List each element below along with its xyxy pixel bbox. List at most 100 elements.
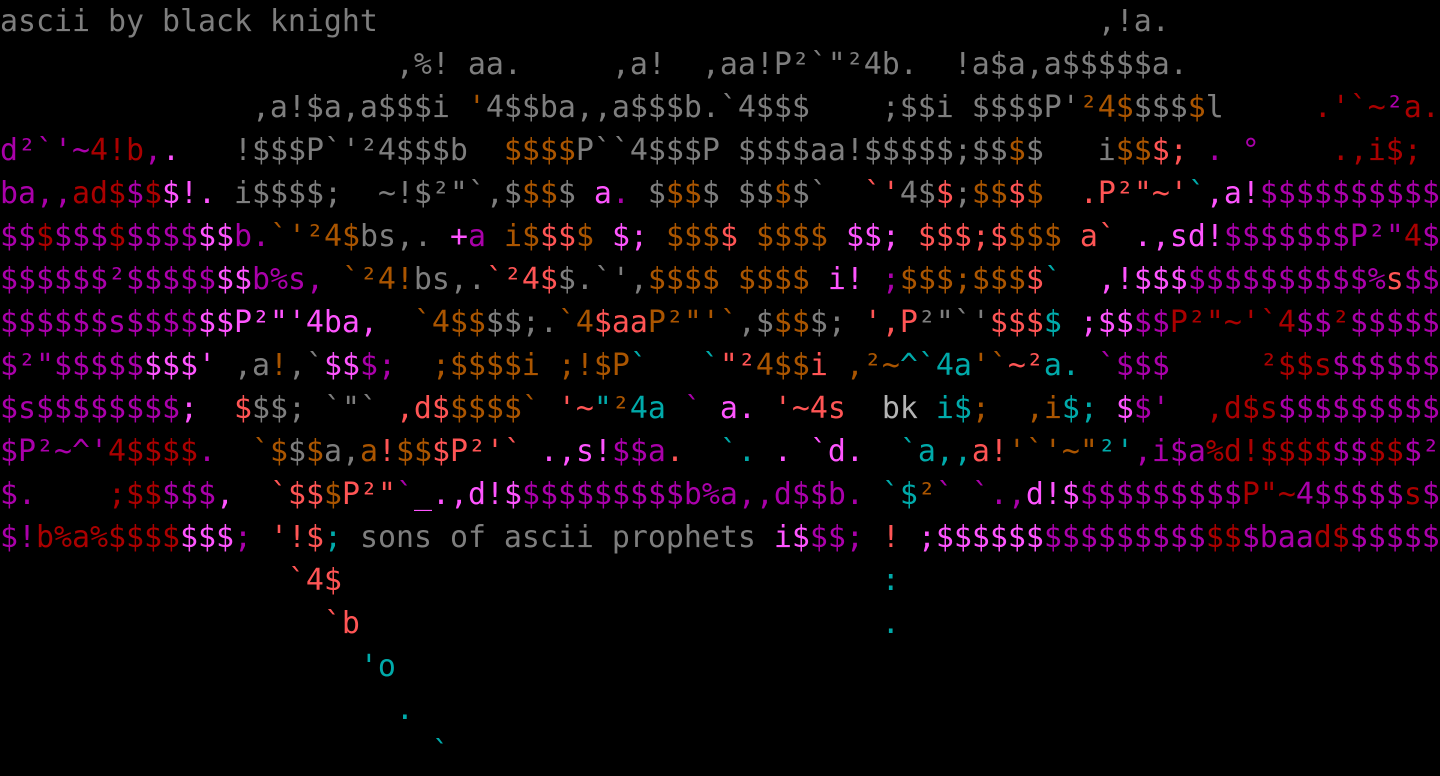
art-segment: ,d$s [1205,391,1278,426]
art-segment: a, [323,434,360,469]
art-segment: ,a!$a,a$$$i [0,90,468,125]
art-segment: $ i [1025,133,1116,168]
art-segment: ;$$$$$$ [917,520,1044,555]
art-segment: ,` [287,348,324,383]
art-segment: "² [719,348,756,383]
art-segment: . [359,606,900,641]
art-segment: $²$$ [1403,434,1440,469]
art-segment: 4$$ba,,a$$$b.`4$$$ ;$$i $$$$P' [485,90,1080,125]
art-segment: ! [377,434,396,469]
art-segment: `²4! [341,262,414,297]
art-segment: b. [233,219,270,254]
art-row: `b . [0,602,1440,645]
art-segment: ' [467,90,486,125]
art-segment: '~ [557,391,594,426]
art-segment: . ° [1187,133,1332,168]
art-segment: 4$$ [755,348,810,383]
art-segment: `'²4$ [269,219,360,254]
art-segment: $$$$$$$$$b%a,,d$$b. [521,477,882,512]
art-segment: $$$$$$ [1331,348,1440,383]
art-segment: ²"`' [917,305,990,340]
art-segment: $ [125,176,144,211]
art-segment: bs,. [413,262,486,297]
art-segment: '!$ [269,520,324,555]
art-segment: `' [863,176,900,211]
art-segment: a [359,434,378,469]
art-segment: $ [647,176,666,211]
art-segment: ~² [1007,348,1044,383]
art-segment: ` `., [935,477,1026,512]
art-segment: a [467,219,504,254]
art-segment: $; [359,348,432,383]
art-segment: $$;. [485,305,558,340]
art-segment: , [143,133,162,168]
art-segment: ^`4a [899,348,972,383]
art-segment: $$ [1295,305,1332,340]
art-segment: ; [323,520,360,555]
art-segment: $ [1025,176,1080,211]
art-segment: i$ [935,391,972,426]
art-segment: d$ [1313,520,1350,555]
art-segment: '~4s [773,391,882,426]
art-segment: `4 [557,305,594,340]
art-segment: $$ [0,219,36,254]
art-row: $$$$$$²$$$$$$$b%s, `²4!bs,.`²4$$.`',$$$$… [0,258,1440,301]
art-segment: $ [287,434,306,469]
art-row: $$$$$$$$$$$$$b.`'²4$bs,. +a i$$$$ $; $$$… [0,215,1440,258]
art-segment: l [1205,90,1314,125]
art-segment: $$ [395,434,432,469]
art-segment: ,%! aa. ,a! ,aa!P²`"²4b. !a$a,a$$$$$a. [0,47,1188,82]
art-row: 'o [0,645,1440,688]
art-segment: $$$ [54,219,108,254]
art-segment: 4!b [89,133,144,168]
art-segment: i$ [503,219,540,254]
art-segment: $ [1007,176,1026,211]
art-segment: $$$$$$$ [1349,305,1440,340]
art-segment: $baa [1241,520,1314,555]
art-segment: ²$$s [1259,348,1332,383]
art-segment: $$$ [989,305,1044,340]
art-segment: : [341,563,900,598]
art-segment: ; [179,391,234,426]
art-segment: ad$ [71,176,126,211]
art-segment: . [0,692,414,727]
art-segment: .'`~ [1313,90,1386,125]
art-segment: $$$$$$$$$ [1079,477,1242,512]
art-segment: $$ [1421,477,1440,512]
art-segment: $$$$$$s$$$$ [0,305,198,340]
art-segment: $P²'` [431,434,522,469]
art-segment: $$ [215,262,252,297]
art-segment: `$$$ [1097,348,1260,383]
art-segment: $$ [1115,133,1152,168]
art-segment: $` [791,176,864,211]
art-segment: ,d$ [395,391,450,426]
art-segment: ,i$a [1133,434,1206,469]
art-segment: $$$ [179,520,234,555]
art-segment: $; [611,219,666,254]
art-segment: 4 [1403,219,1422,254]
art-segment: $. [0,477,108,512]
art-segment: ` [683,391,720,426]
art-segment: $$ [1133,305,1170,340]
art-segment: $$ [521,176,558,211]
art-segment: $$$$ [503,133,576,168]
art-segment: $$$ [665,219,720,254]
art-segment: $ [557,176,594,211]
art-segment: 4$$$$ [107,434,198,469]
art-segment: ; [953,176,972,211]
art-segment: + [449,219,468,254]
art-segment: 'o [0,649,396,684]
art-segment: $$P²"'4ba, [197,305,396,340]
art-segment: ! [269,348,288,383]
art-segment: $$ [1205,520,1242,555]
art-segment: ² [611,391,630,426]
art-segment: $ [36,219,54,254]
art-row: $$$$$$s$$$$$$P²"'4ba, `4$$$$;.`4$aaP²"'`… [0,301,1440,344]
art-segment: ` [395,477,414,512]
art-segment: . [665,434,684,469]
art-row: . [0,688,1440,731]
art-segment: `$$ [269,477,324,512]
art-segment: P``4$$$P $$$$aa!$$$$$;$$ [575,133,1008,168]
art-segment: $ [1025,262,1044,297]
art-segment: $P²~^' [0,434,108,469]
